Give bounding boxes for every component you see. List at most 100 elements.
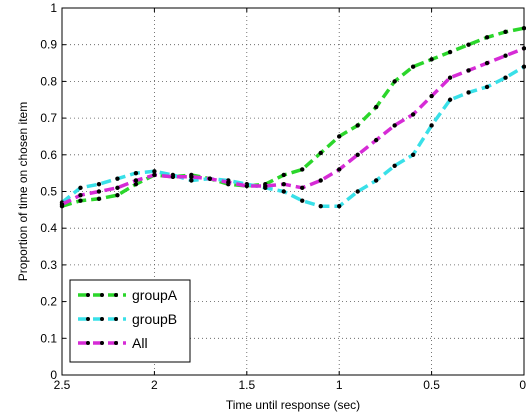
- data-point: [521, 25, 526, 31]
- y-tick-label: 0.1: [40, 331, 57, 345]
- y-tick-label: 0.7: [40, 111, 57, 125]
- series-line-groupB: [60, 65, 525, 208]
- series-lines: [59, 25, 526, 209]
- data-point: [318, 178, 323, 183]
- data-point: [373, 178, 379, 183]
- x-axis-title: Time until response (sec): [226, 398, 360, 412]
- data-point: [447, 97, 453, 102]
- data-point: [466, 68, 471, 73]
- data-point: [78, 185, 83, 191]
- y-tick-label: 0.4: [40, 221, 57, 235]
- data-point: [96, 189, 102, 194]
- data-point: [392, 123, 397, 128]
- data-point: [96, 181, 102, 187]
- y-tick-label: 0.6: [40, 148, 57, 162]
- data-point: [207, 176, 213, 181]
- legend-box: [69, 279, 191, 363]
- data-point: [355, 152, 360, 157]
- y-tick-label: 0.8: [40, 74, 57, 88]
- data-point: [263, 183, 268, 189]
- data-point: [503, 29, 508, 35]
- data-point: [410, 152, 416, 157]
- data-point: [318, 150, 323, 156]
- data-point: [133, 181, 139, 187]
- data-point: [133, 178, 139, 183]
- x-tick-label: 0: [519, 378, 526, 392]
- y-tick-label: 0.2: [40, 295, 57, 309]
- x-tick-label: 1: [336, 378, 343, 392]
- x-tick-label: 0.5: [423, 378, 440, 392]
- legend-marker: [100, 341, 104, 345]
- legend-marker: [86, 341, 90, 345]
- data-point: [281, 189, 286, 194]
- data-point: [503, 53, 508, 58]
- data-point: [484, 84, 490, 90]
- data-point: [521, 46, 526, 51]
- data-point: [115, 176, 120, 181]
- y-tick-label: 0: [50, 368, 57, 382]
- data-point: [392, 163, 397, 169]
- data-point: [429, 57, 434, 62]
- data-point: [152, 172, 157, 178]
- legend: groupA groupB All: [69, 279, 191, 363]
- data-point: [337, 203, 342, 209]
- data-point: [410, 112, 416, 117]
- data-point: [355, 123, 360, 128]
- series-line-groupA: [61, 26, 525, 208]
- data-point: [337, 134, 342, 139]
- data-point: [300, 185, 305, 191]
- data-point: [78, 192, 83, 198]
- data-point: [503, 75, 508, 80]
- legend-marker: [86, 317, 90, 321]
- data-point: [484, 60, 490, 66]
- data-point: [355, 189, 360, 194]
- data-point: [429, 93, 434, 99]
- data-point: [337, 167, 342, 172]
- data-point: [392, 79, 397, 84]
- y-axis-title: Proportion of time on chosen item: [16, 102, 30, 281]
- y-tick-label: 1: [50, 1, 57, 15]
- y-tick-label: 0.5: [40, 185, 57, 199]
- data-point: [447, 49, 453, 55]
- legend-label-All: All: [132, 335, 148, 351]
- data-point: [447, 75, 453, 80]
- data-point: [300, 167, 305, 172]
- legend-label-groupA: groupA: [132, 287, 178, 303]
- legend-marker: [86, 293, 90, 297]
- data-point: [410, 64, 416, 69]
- data-point: [484, 35, 490, 40]
- series-line-All: [61, 46, 525, 206]
- data-point: [244, 183, 249, 189]
- legend-marker: [114, 317, 118, 321]
- data-point: [96, 196, 102, 202]
- y-tick-label: 0.9: [40, 38, 57, 52]
- data-point: [521, 64, 526, 69]
- data-point: [170, 174, 176, 180]
- data-point: [373, 104, 379, 110]
- legend-marker: [114, 341, 118, 345]
- data-point: [133, 170, 139, 176]
- data-point: [281, 172, 286, 178]
- legend-marker: [114, 293, 118, 297]
- y-tick-label: 0.3: [40, 258, 57, 272]
- data-point: [115, 192, 120, 198]
- data-point: [318, 203, 323, 209]
- axis-ticks: 0 0.1 0.2 0.3 0.4 0.5 0.6 0.7 0.8 0.9 1 2.5 2 1.5 1 0.5…: [40, 1, 526, 392]
- data-point: [281, 181, 286, 187]
- data-point: [466, 90, 471, 95]
- legend-marker: [100, 293, 104, 297]
- x-tick-label: 2: [151, 378, 158, 392]
- data-point: [189, 178, 194, 183]
- data-point: [59, 202, 65, 207]
- data-point: [373, 137, 379, 143]
- x-tick-label: 1.5: [238, 378, 255, 392]
- legend-label-groupB: groupB: [132, 311, 177, 327]
- data-point: [429, 123, 434, 128]
- data-point: [115, 185, 120, 191]
- data-point: [189, 174, 194, 180]
- legend-marker: [100, 317, 104, 321]
- data-point: [300, 198, 305, 203]
- data-point: [226, 180, 231, 185]
- data-point: [466, 42, 471, 47]
